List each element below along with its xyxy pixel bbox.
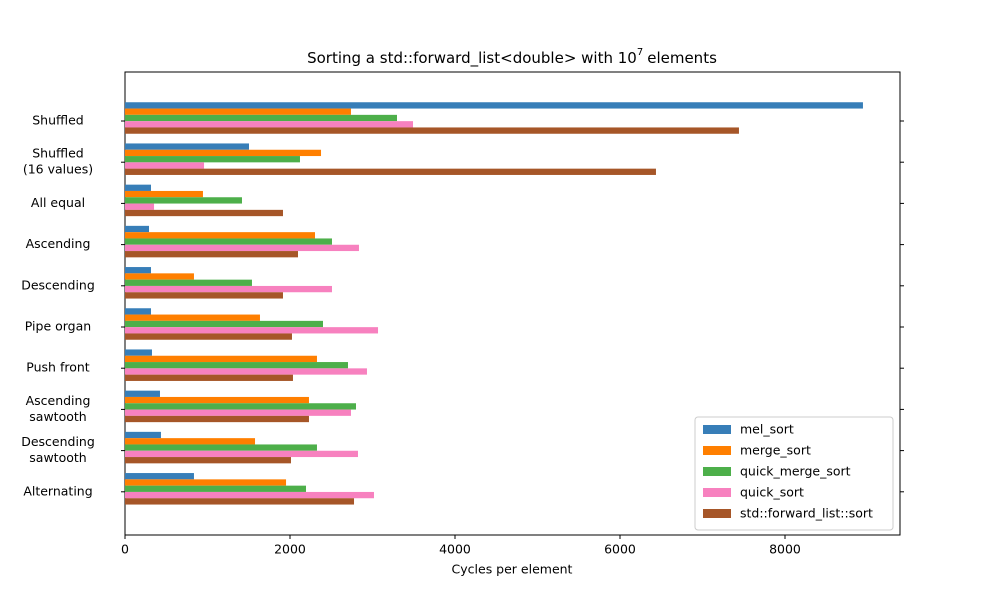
bar	[125, 409, 351, 416]
x-tick-label: 0	[121, 542, 129, 557]
bar	[125, 267, 151, 274]
y-tick-label: Shuffled	[32, 146, 84, 161]
y-tick-label: Shuffled	[32, 113, 84, 128]
bar	[125, 485, 307, 492]
bar	[125, 143, 249, 150]
y-tick-label: sawtooth	[29, 450, 86, 465]
bar	[125, 225, 150, 233]
y-tick-label: sawtooth	[29, 409, 86, 424]
bar	[125, 244, 359, 252]
legend-swatch	[703, 425, 731, 434]
bar	[125, 162, 205, 169]
bar	[125, 355, 317, 363]
title-text: Sorting a std::forward_list<double> with…	[307, 49, 637, 68]
chart-title: Sorting a std::forward_list<double> with…	[307, 47, 717, 68]
bar	[125, 498, 355, 505]
bar	[125, 473, 194, 480]
y-tick-label: Alternating	[23, 483, 92, 498]
bar	[125, 238, 332, 245]
bar	[125, 479, 287, 486]
legend-swatch	[703, 467, 731, 476]
y-tick-label: (16 values)	[23, 162, 93, 177]
bar	[125, 374, 293, 381]
legend-label: std::forward_list::sort	[740, 506, 873, 521]
title-after: elements	[647, 49, 717, 67]
bar	[125, 292, 283, 299]
plot-frame	[124, 71, 901, 536]
bar	[125, 251, 299, 258]
bar	[125, 203, 155, 210]
bar	[125, 184, 151, 191]
y-tick-label: Descending	[21, 277, 95, 292]
bar	[125, 156, 300, 163]
y-tick-label: Ascending	[26, 393, 91, 408]
x-tick-label: 8000	[769, 542, 801, 557]
bar	[125, 197, 242, 204]
y-tick-label: Pipe organ	[25, 319, 91, 334]
legend-label: mel_sort	[740, 422, 794, 437]
bar	[125, 349, 152, 356]
legend-label: quick_sort	[740, 485, 804, 500]
bar	[125, 491, 374, 499]
bar	[125, 121, 414, 128]
y-tick-label: Descending	[21, 434, 95, 449]
x-axis-label: Cycles per element	[452, 562, 573, 577]
bar	[125, 431, 161, 439]
bar	[125, 168, 656, 175]
bar	[125, 327, 379, 334]
y-tick-label: Push front	[26, 360, 89, 375]
y-tick-label: All equal	[31, 195, 85, 210]
bar	[125, 102, 863, 109]
bar	[125, 279, 252, 286]
legend-swatch	[703, 446, 731, 455]
bar	[125, 415, 309, 423]
bar	[125, 308, 151, 315]
bar	[125, 333, 292, 340]
bar	[125, 362, 348, 369]
bar	[125, 438, 256, 445]
bar	[125, 127, 739, 134]
legend-swatch	[703, 488, 731, 497]
bar	[125, 149, 322, 157]
bar	[125, 396, 309, 404]
title-superscript: 7	[637, 47, 643, 58]
bar	[125, 450, 358, 458]
bar	[125, 232, 315, 239]
bar	[125, 190, 203, 198]
bar	[125, 209, 283, 217]
legend-swatch	[703, 509, 731, 518]
bar	[125, 108, 351, 115]
bar	[125, 314, 260, 321]
bar	[125, 368, 367, 375]
bar	[125, 320, 323, 328]
legend-box	[694, 416, 894, 531]
legend-label: merge_sort	[740, 443, 811, 458]
bar	[125, 403, 356, 410]
bar	[125, 114, 398, 122]
x-tick-label: 2000	[274, 542, 306, 557]
bar	[125, 457, 291, 464]
bar	[125, 390, 160, 397]
bar	[125, 444, 317, 451]
bar	[125, 285, 332, 293]
x-tick-label: 6000	[604, 542, 636, 557]
y-tick-label: Ascending	[26, 236, 91, 251]
legend-label: quick_merge_sort	[740, 464, 851, 479]
x-tick-label: 4000	[439, 542, 471, 557]
bar	[125, 273, 194, 280]
